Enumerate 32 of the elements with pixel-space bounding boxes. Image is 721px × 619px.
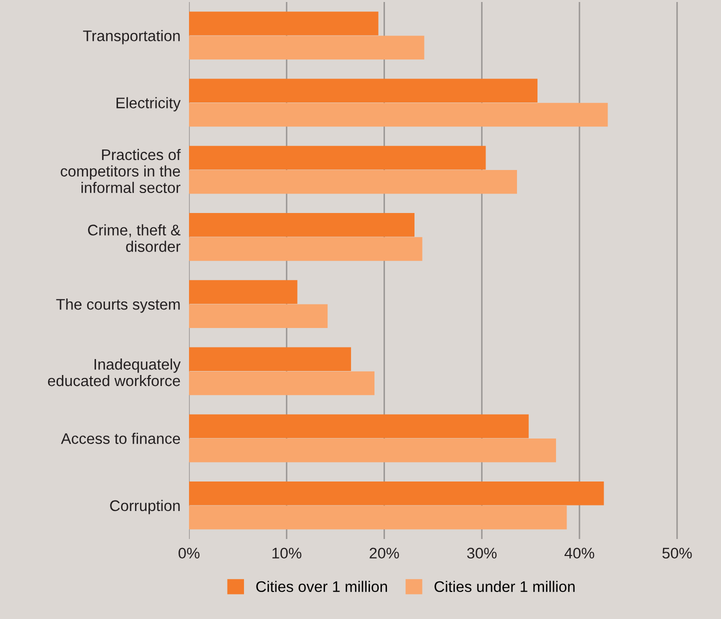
y-tick-label: Corruption [110,500,180,514]
y-tick-label: The courts system [56,298,180,313]
x-tick-label: 40% [564,548,594,559]
bar [189,237,422,261]
bar [189,438,556,462]
y-tick-label: Inadequately educated workforce [48,358,181,386]
x-tick-label: 20% [370,548,399,559]
bar [189,280,298,304]
bar [189,170,517,194]
bar [189,414,529,438]
bar [189,506,567,530]
bar [189,371,374,396]
y-tick-label: Electricity [116,97,181,112]
legend-label: Cities under 1 million [434,580,575,592]
bar [189,347,352,371]
y-tick-label: Transportation [83,30,180,44]
x-tick-label: 30% [467,548,497,559]
bar [189,213,414,237]
bar [189,102,608,127]
y-tick-label: Access to finance [60,432,180,444]
bar [189,12,378,36]
y-tick-label: Practices of competitors in the informal sector [60,148,181,194]
bar [189,36,424,60]
x-tick-label: 0% [178,548,200,559]
x-tick-label: 10% [272,548,302,559]
legend-label: Cities over 1 million [256,580,387,592]
y-tick-label: Crime, theft & disorder [88,224,180,252]
bar [189,482,604,506]
bar [189,78,538,102]
bar [189,304,328,328]
x-tick-label: 50% [662,548,692,559]
bar [189,146,486,170]
